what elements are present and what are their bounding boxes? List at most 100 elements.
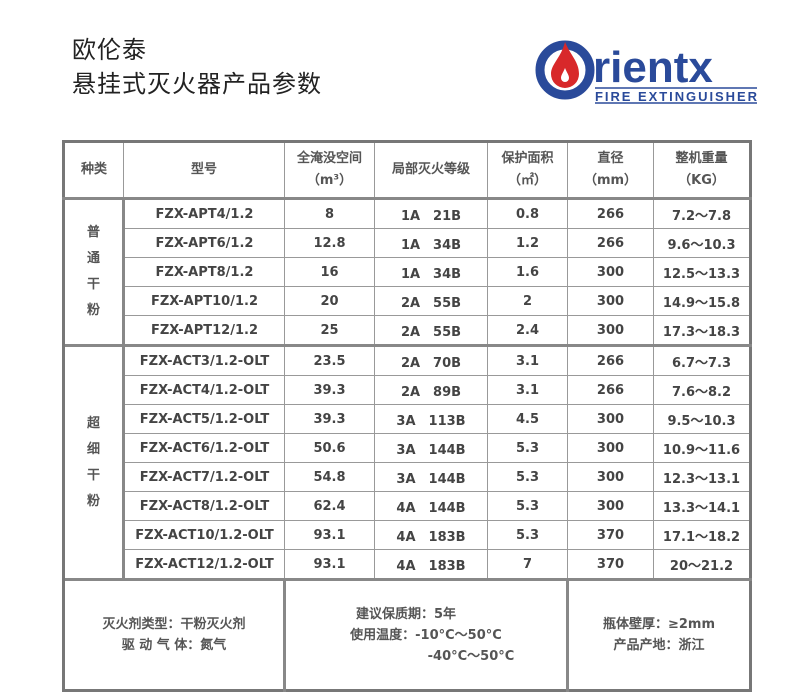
table-cell: 50.6 <box>284 433 375 463</box>
driving-gas: 驱 动 气 体：氮气 <box>121 638 227 653</box>
table-row: FZX-ACT7/1.2-OLT 54.8 3A 144B 5.3 300 12.3～13… <box>64 462 751 492</box>
table-cell: 4A 183B <box>374 520 488 550</box>
column-header: 种类 <box>63 141 124 200</box>
table-cell: 266 <box>567 344 654 376</box>
table-cell: 13.3～14.1 <box>653 491 751 521</box>
table-cell: 3A 113B <box>374 404 488 434</box>
table-row: FZX-ACT10/1.2-OLT 93.1 4A 183B 5.3 370 17.1～1… <box>64 520 751 550</box>
table-cell: 300 <box>567 433 654 463</box>
origin: 产品产地：浙江 <box>613 638 705 653</box>
wall-thickness: 瓶体壁厚：≥2mm <box>602 617 716 632</box>
spec-table: 种类 型号 全淹没空间 （m³） 局部灭火等级 保护面积 （㎡） 直径 （mm） 整机重量 … <box>62 140 752 692</box>
table-cell: FZX-ACT7/1.2-OLT <box>123 462 285 492</box>
table-cell: 370 <box>567 520 654 550</box>
table-cell: 93.1 <box>284 520 375 550</box>
table-cell: 2.4 <box>487 315 568 346</box>
table-cell: 0.8 <box>487 198 568 229</box>
table-cell: FZX-ACT5/1.2-OLT <box>123 404 285 434</box>
table-cell: 3A 144B <box>374 462 488 492</box>
table-cell: 4A 144B <box>374 491 488 521</box>
table-cell: 39.3 <box>284 404 375 434</box>
table-cell: 266 <box>567 228 654 258</box>
table-cell: 300 <box>567 257 654 287</box>
table-cell: 20 <box>284 286 375 316</box>
table-cell: 10.9～11.6 <box>653 433 751 463</box>
table-cell: 370 <box>567 549 654 580</box>
table-cell: 1.6 <box>487 257 568 287</box>
column-header: 局部灭火等级 <box>374 141 488 200</box>
table-cell: 20～21.2 <box>653 549 751 580</box>
table-cell: 300 <box>567 491 654 521</box>
table-cell: FZX-APT6/1.2 <box>123 228 285 258</box>
table-cell: 25 <box>284 315 375 346</box>
table-cell: 93.1 <box>284 549 375 580</box>
table-cell: 9.5～10.3 <box>653 404 751 434</box>
table-cell: FZX-APT10/1.2 <box>123 286 285 316</box>
table-cell: 5.3 <box>487 462 568 492</box>
table-cell: 6.7～7.3 <box>653 344 751 376</box>
table-row: FZX-ACT6/1.2-OLT 50.6 3A 144B 5.3 300 10.9～11… <box>64 433 751 463</box>
table-cell: 39.3 <box>284 375 375 405</box>
shelf-life: 建议保质期：5年 <box>355 606 457 622</box>
table-row: FZX-APT10/1.2 20 2A 55B 2 300 14.9～15.8 <box>64 286 751 316</box>
table-cell: FZX-ACT4/1.2-OLT <box>123 375 285 405</box>
table-cell: 2A 55B <box>374 315 488 346</box>
table-cell: 54.8 <box>284 462 375 492</box>
table-cell: 12.8 <box>284 228 375 258</box>
table-cell: 1A 21B <box>374 198 488 229</box>
table-cell: 7.6～8.2 <box>653 375 751 405</box>
table-cell: 5.3 <box>487 433 568 463</box>
table-cell: 17.3～18.3 <box>653 315 751 346</box>
table-cell: 300 <box>567 404 654 434</box>
column-header: 保护面积 （㎡） <box>487 141 568 200</box>
table-cell: 266 <box>567 198 654 229</box>
table-cell: 2 <box>487 286 568 316</box>
table-cell: 1A 34B <box>374 228 488 258</box>
table-cell: FZX-ACT10/1.2-OLT <box>123 520 285 550</box>
table-row: FZX-APT8/1.2 16 1A 34B 1.6 300 12.5～13.3 <box>64 257 751 287</box>
title-brand: 欧伦泰 <box>72 36 147 64</box>
table-cell: 23.5 <box>284 344 375 376</box>
table-cell: 4.5 <box>487 404 568 434</box>
table-cell: 8 <box>284 198 375 229</box>
operating-temp: 使用温度：-10°C～50°C <box>350 627 502 643</box>
table-cell: 7.2～7.8 <box>653 198 751 229</box>
table-cell: FZX-APT12/1.2 <box>123 315 285 346</box>
flame-icon <box>551 42 579 88</box>
table-cell: 12.5～13.3 <box>653 257 751 287</box>
table-cell: 16 <box>284 257 375 287</box>
table-row: FZX-ACT5/1.2-OLT 39.3 3A 113B 4.5 300 9.5～10.… <box>64 404 751 434</box>
table-cell: 300 <box>567 286 654 316</box>
footer-right: 瓶体壁厚：≥2mm 产品产地：浙江 <box>567 578 751 691</box>
table-cell: FZX-ACT6/1.2-OLT <box>123 433 285 463</box>
category-cell: 超 细 干 粉 <box>62 344 125 580</box>
orientx-logo: rientx FIRE EXTINGUISHER <box>535 40 758 104</box>
table-cell: 62.4 <box>284 491 375 521</box>
category-cell: 普 通 干 粉 <box>62 198 125 346</box>
table-row: FZX-APT6/1.2 12.8 1A 34B 1.2 266 9.6～10.3 <box>64 228 751 258</box>
table-cell: 9.6～10.3 <box>653 228 751 258</box>
table-cell: 2A 55B <box>374 286 488 316</box>
table-cell: FZX-APT8/1.2 <box>123 257 285 287</box>
column-header: 型号 <box>123 141 285 200</box>
table-row: FZX-ACT12/1.2-OLT 93.1 4A 183B 7 370 20～21.2 <box>64 549 751 580</box>
footer-middle: 建议保质期：5年 使用温度：-10°C～50°C -40°C～50°C <box>283 578 569 691</box>
table-cell: 17.1～18.2 <box>653 520 751 550</box>
title-product: 悬挂式灭火器产品参数 <box>72 70 322 98</box>
logo-brand-text: rientx <box>593 43 713 92</box>
table-cell: 5.3 <box>487 520 568 550</box>
table-row: FZX-ACT4/1.2-OLT 39.3 2A 89B 3.1 266 7.6～8.2 <box>64 375 751 405</box>
table-cell: 12.3～13.1 <box>653 462 751 492</box>
table-cell: 3.1 <box>487 344 568 376</box>
table-row: 超 细 干 粉 FZX-ACT3/1.2-OLT 23.5 2A 70B 3.1 266 6… <box>62 344 751 580</box>
column-header: 整机重量 （KG） <box>653 141 751 200</box>
logo-tagline: FIRE EXTINGUISHER <box>595 89 758 104</box>
table-cell: 5.3 <box>487 491 568 521</box>
operating-temp-alt: -40°C～50°C <box>427 648 515 664</box>
agent-type: 灭火剂类型：干粉灭火剂 <box>102 617 246 632</box>
table-cell: FZX-ACT12/1.2-OLT <box>123 549 285 580</box>
table-cell: 1A 34B <box>374 257 488 287</box>
table-row: FZX-ACT8/1.2-OLT 62.4 4A 144B 5.3 300 13.3～14… <box>64 491 751 521</box>
footer-left: 灭火剂类型：干粉灭火剂 驱 动 气 体：氮气 <box>63 578 285 691</box>
table-cell: 14.9～15.8 <box>653 286 751 316</box>
